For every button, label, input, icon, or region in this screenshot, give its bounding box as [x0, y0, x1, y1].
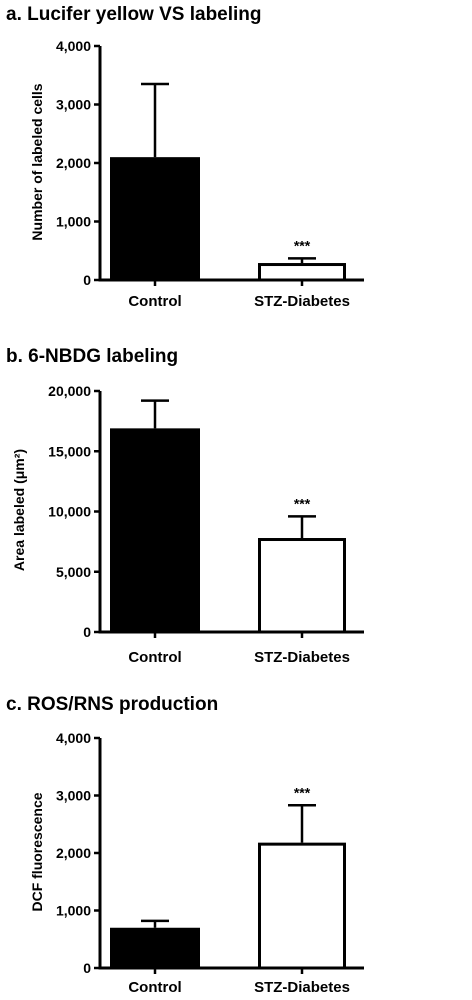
- y-tick-label: 0: [83, 960, 91, 976]
- significance-label: ***: [294, 495, 311, 511]
- y-tick-label: 3,000: [56, 97, 91, 113]
- plot-area: 0 5,000 10,000 15,000 20,000 Control *** STZ-Di…: [48, 383, 364, 666]
- chart-panel-c: c. ROS/RNS production DCF fluorescence 0…: [6, 694, 364, 996]
- y-tick-label: 1,000: [56, 903, 91, 919]
- y-tick-label: 4,000: [56, 730, 91, 746]
- x-tick-label: Control: [128, 649, 181, 666]
- y-tick-label: 20,000: [48, 383, 91, 399]
- bar-control: [110, 428, 200, 632]
- plot-area: 0 1,000 2,000 3,000 4,000 Control *** STZ-Diabe…: [56, 730, 364, 996]
- x-tick-label: Control: [128, 293, 181, 310]
- y-tick-label: 0: [83, 272, 91, 288]
- y-tick-label: 2,000: [56, 845, 91, 861]
- y-axis-label: Number of labeled cells: [29, 83, 45, 240]
- bar-control: [110, 157, 200, 280]
- y-tick-label: 4,000: [56, 38, 91, 54]
- y-tick-label: 1,000: [56, 214, 91, 230]
- x-tick-label: STZ-Diabetes: [254, 649, 350, 666]
- significance-label: ***: [294, 784, 311, 800]
- y-tick-label: 3,000: [56, 788, 91, 804]
- chart-title: c. ROS/RNS production: [6, 694, 218, 715]
- x-tick-label: STZ-Diabetes: [254, 979, 350, 996]
- x-tick-label: STZ-Diabetes: [254, 293, 350, 310]
- significance-label: ***: [294, 237, 311, 253]
- y-tick-label: 5,000: [56, 564, 91, 580]
- plot-area: 0 1,000 2,000 3,000 4,000 Control *** STZ-Diabe…: [56, 38, 364, 310]
- chart-panel-a: a. Lucifer yellow VS labeling Number of …: [6, 4, 364, 310]
- bar-stz-diabetes: [258, 263, 346, 282]
- chart-panel-b: b. 6-NBDG labeling Area labeled (μm²) 0 5…: [6, 346, 364, 666]
- x-tick-label: Control: [128, 979, 181, 996]
- chart-title: b. 6-NBDG labeling: [6, 346, 178, 367]
- chart-title: a. Lucifer yellow VS labeling: [6, 4, 262, 25]
- y-tick-label: 0: [83, 624, 91, 640]
- y-axis-label: Area labeled (μm²): [11, 449, 27, 571]
- bar-control: [110, 927, 200, 968]
- bar-stz-diabetes: [258, 842, 346, 970]
- y-tick-label: 2,000: [56, 155, 91, 171]
- bar-stz-diabetes: [258, 538, 346, 634]
- y-axis-label: DCF fluorescence: [29, 792, 45, 911]
- y-tick-label: 10,000: [48, 504, 91, 520]
- y-tick-label: 15,000: [48, 443, 91, 459]
